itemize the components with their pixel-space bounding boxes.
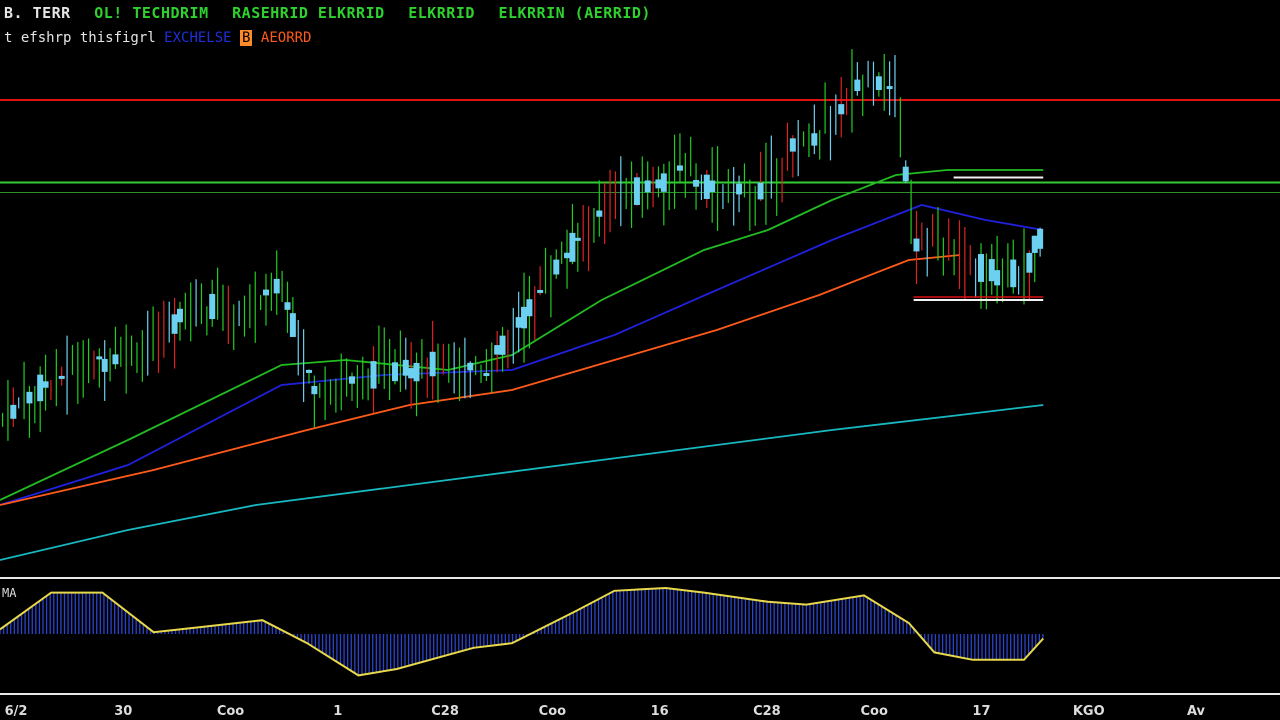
- candle-body: [37, 374, 44, 402]
- candle-body: [262, 289, 269, 296]
- candle-body: [515, 317, 522, 328]
- candle-body: [289, 313, 296, 337]
- oscillator-line: [0, 586, 1044, 677]
- candle-body: [112, 354, 119, 365]
- candle-body: [574, 237, 581, 241]
- candle-body: [596, 210, 603, 217]
- candle-body: [96, 356, 103, 360]
- chart-subtitle: t efshrp thisfigrl: [4, 30, 156, 46]
- candle-body: [26, 391, 33, 404]
- candle-body: [526, 299, 533, 317]
- candle-body: [58, 375, 65, 379]
- x-tick-label: 16: [651, 704, 669, 719]
- candle-body: [736, 183, 743, 195]
- candle-body: [284, 302, 291, 310]
- x-tick-label: 30: [114, 704, 132, 719]
- indicator-header: B. TERR OL! TECHDRIM RASEHRID ELKRRID EL…: [4, 4, 651, 22]
- candle-body: [370, 361, 377, 389]
- candle-body: [1010, 259, 1017, 288]
- indicator-label-1[interactable]: OL! TECHDRIM: [94, 4, 209, 22]
- candle-body: [349, 376, 355, 384]
- candle-body: [660, 173, 667, 192]
- x-tick-label: C28: [753, 704, 781, 719]
- candle-body: [789, 138, 796, 152]
- indicator-label-4[interactable]: ELKRRIN (AERRID): [498, 4, 651, 22]
- ma-slow-line: [0, 254, 961, 506]
- candle-body: [499, 335, 506, 355]
- x-tick-label: C28: [431, 704, 459, 719]
- candle-body: [709, 180, 716, 192]
- candle-body: [875, 76, 882, 91]
- candle-body: [483, 373, 490, 377]
- candle-body: [988, 259, 995, 282]
- candle-body: [209, 293, 216, 320]
- candle-body: [553, 259, 560, 275]
- horizontal-levels[interactable]: [0, 99, 1280, 193]
- candle-body: [811, 133, 818, 146]
- x-tick-label: 1: [333, 704, 342, 719]
- candles: [1, 49, 1044, 441]
- candle-body: [655, 179, 662, 189]
- x-tick-label: KGO: [1073, 704, 1105, 719]
- candle-body: [994, 270, 1001, 286]
- candle-body: [676, 165, 683, 171]
- candle-body: [886, 86, 893, 90]
- candle-body: [176, 308, 183, 323]
- time-axis: 6/2 30 Coo 1 C28 Coo 16 C28 Coo 17 KGO Av: [5, 704, 1206, 719]
- candle-body: [101, 358, 108, 372]
- x-tick-label: Coo: [539, 704, 566, 719]
- candle-body: [429, 351, 436, 377]
- oscillator-pane: [0, 586, 1044, 677]
- candle-body: [1037, 228, 1044, 249]
- ma-mid-line: [0, 204, 1044, 506]
- candle-body: [564, 252, 571, 259]
- candle-body: [838, 104, 845, 115]
- candle-body: [521, 306, 528, 329]
- candle-body: [494, 345, 501, 355]
- candle-body: [10, 404, 17, 419]
- candle-body: [273, 278, 280, 294]
- legend-item-2[interactable]: B: [240, 30, 253, 46]
- candle-body: [569, 232, 576, 262]
- candle-body: [633, 177, 640, 205]
- x-tick-label: 6/2: [5, 704, 28, 719]
- candle-body: [408, 368, 415, 379]
- range-box[interactable]: [913, 176, 1044, 301]
- ma-long-line: [0, 404, 1044, 561]
- x-tick-label: Coo: [217, 704, 244, 719]
- candle-body: [1031, 235, 1038, 253]
- candle-body: [902, 166, 909, 182]
- x-tick-label: Av: [1187, 704, 1206, 719]
- candle-body: [171, 314, 178, 334]
- legend-item-1[interactable]: EXCHELSE: [164, 30, 232, 46]
- indicator-label-2[interactable]: RASEHRID ELKRRID: [232, 4, 385, 22]
- candle-body: [402, 359, 409, 376]
- moving-averages: [0, 169, 1044, 561]
- candle-body: [537, 289, 544, 293]
- legend-item-3[interactable]: AEORRD: [260, 30, 312, 46]
- candle-body: [693, 179, 700, 187]
- candle-body: [305, 369, 312, 373]
- candle-body: [311, 385, 318, 395]
- candle-body: [392, 362, 399, 382]
- legend-row: t efshrp thisfigrl EXCHELSE B AEORRD: [4, 30, 311, 46]
- ma-fast-line: [0, 169, 1044, 501]
- candle-body: [644, 180, 651, 193]
- candle-body: [703, 174, 710, 199]
- candle-body: [977, 254, 984, 282]
- candle-body: [757, 182, 764, 200]
- candle-body: [913, 238, 920, 252]
- candle-body: [854, 79, 861, 92]
- symbol-label[interactable]: B. TERR: [4, 4, 71, 22]
- candle-body: [413, 362, 420, 382]
- x-tick-label: 17: [972, 704, 990, 719]
- x-tick-label: Coo: [860, 704, 887, 719]
- candle-body: [467, 362, 474, 371]
- candle-body: [1026, 252, 1033, 273]
- indicator-label-3[interactable]: ELKRRID: [408, 4, 475, 22]
- oscillator-label: MA: [2, 586, 17, 600]
- candle-body: [42, 381, 49, 388]
